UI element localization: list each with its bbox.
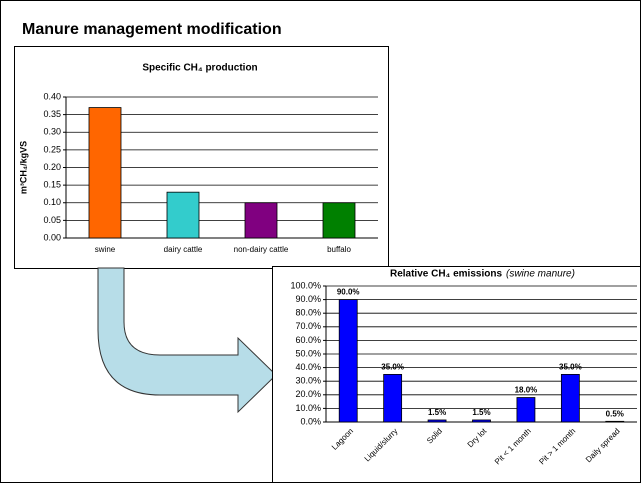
bar [516, 397, 536, 423]
y-tick-label: 0.35 [43, 109, 61, 119]
data-label: 35.0% [559, 363, 582, 372]
y-tick-label: 100.0% [290, 280, 321, 290]
bar [88, 107, 122, 239]
bar [472, 419, 491, 423]
data-label: 35.0% [381, 363, 404, 372]
chart-title: Relative CH₄ emissions [390, 269, 502, 280]
data-label: 90.0% [337, 288, 360, 297]
bar [560, 373, 580, 423]
bar [427, 419, 447, 423]
data-label: 0.5% [606, 409, 624, 418]
y-tick-label: 20.0% [295, 389, 321, 399]
x-tick-label: swine [95, 245, 116, 254]
data-label: 1.5% [472, 408, 490, 417]
chart-title: Specific CH₄ production [142, 63, 257, 74]
y-tick-label: 0.0% [300, 416, 321, 426]
y-tick-label: 0.25 [43, 144, 61, 154]
arrow [97, 267, 277, 414]
x-tick-label: buffalo [327, 245, 351, 254]
y-tick-label: 0.15 [43, 180, 61, 190]
chart-frame [272, 266, 641, 483]
x-tick-label: non-dairy cattle [234, 245, 289, 254]
y-tick-label: 0.00 [43, 232, 61, 242]
bar [166, 191, 200, 239]
bar [383, 373, 403, 423]
bar [322, 202, 356, 239]
data-label: 18.0% [515, 386, 538, 395]
y-tick-label: 50.0% [295, 348, 321, 358]
bar [338, 299, 358, 423]
y-tick-label: 30.0% [295, 376, 321, 386]
y-tick-label: 90.0% [295, 294, 321, 304]
y-tick-label: 0.30 [43, 127, 61, 137]
bar [605, 420, 625, 423]
y-tick-label: 40.0% [295, 362, 321, 372]
y-tick-label: 0.05 [43, 215, 61, 225]
bar [244, 202, 278, 239]
data-label: 1.5% [428, 408, 446, 417]
y-tick-label: 0.40 [43, 91, 61, 101]
y-tick-label: 0.10 [43, 197, 61, 207]
x-tick-label: dairy cattle [164, 245, 203, 254]
slide-title: Manure management modification [22, 21, 282, 38]
y-tick-label: 0.20 [43, 162, 61, 172]
chart-subtitle: (swine manure) [506, 269, 575, 280]
y-tick-label: 80.0% [295, 308, 321, 318]
y-axis-label: m³CH₄/kgVS [18, 141, 28, 194]
y-tick-label: 10.0% [295, 403, 321, 413]
y-tick-label: 70.0% [295, 321, 321, 331]
y-tick-label: 60.0% [295, 335, 321, 345]
